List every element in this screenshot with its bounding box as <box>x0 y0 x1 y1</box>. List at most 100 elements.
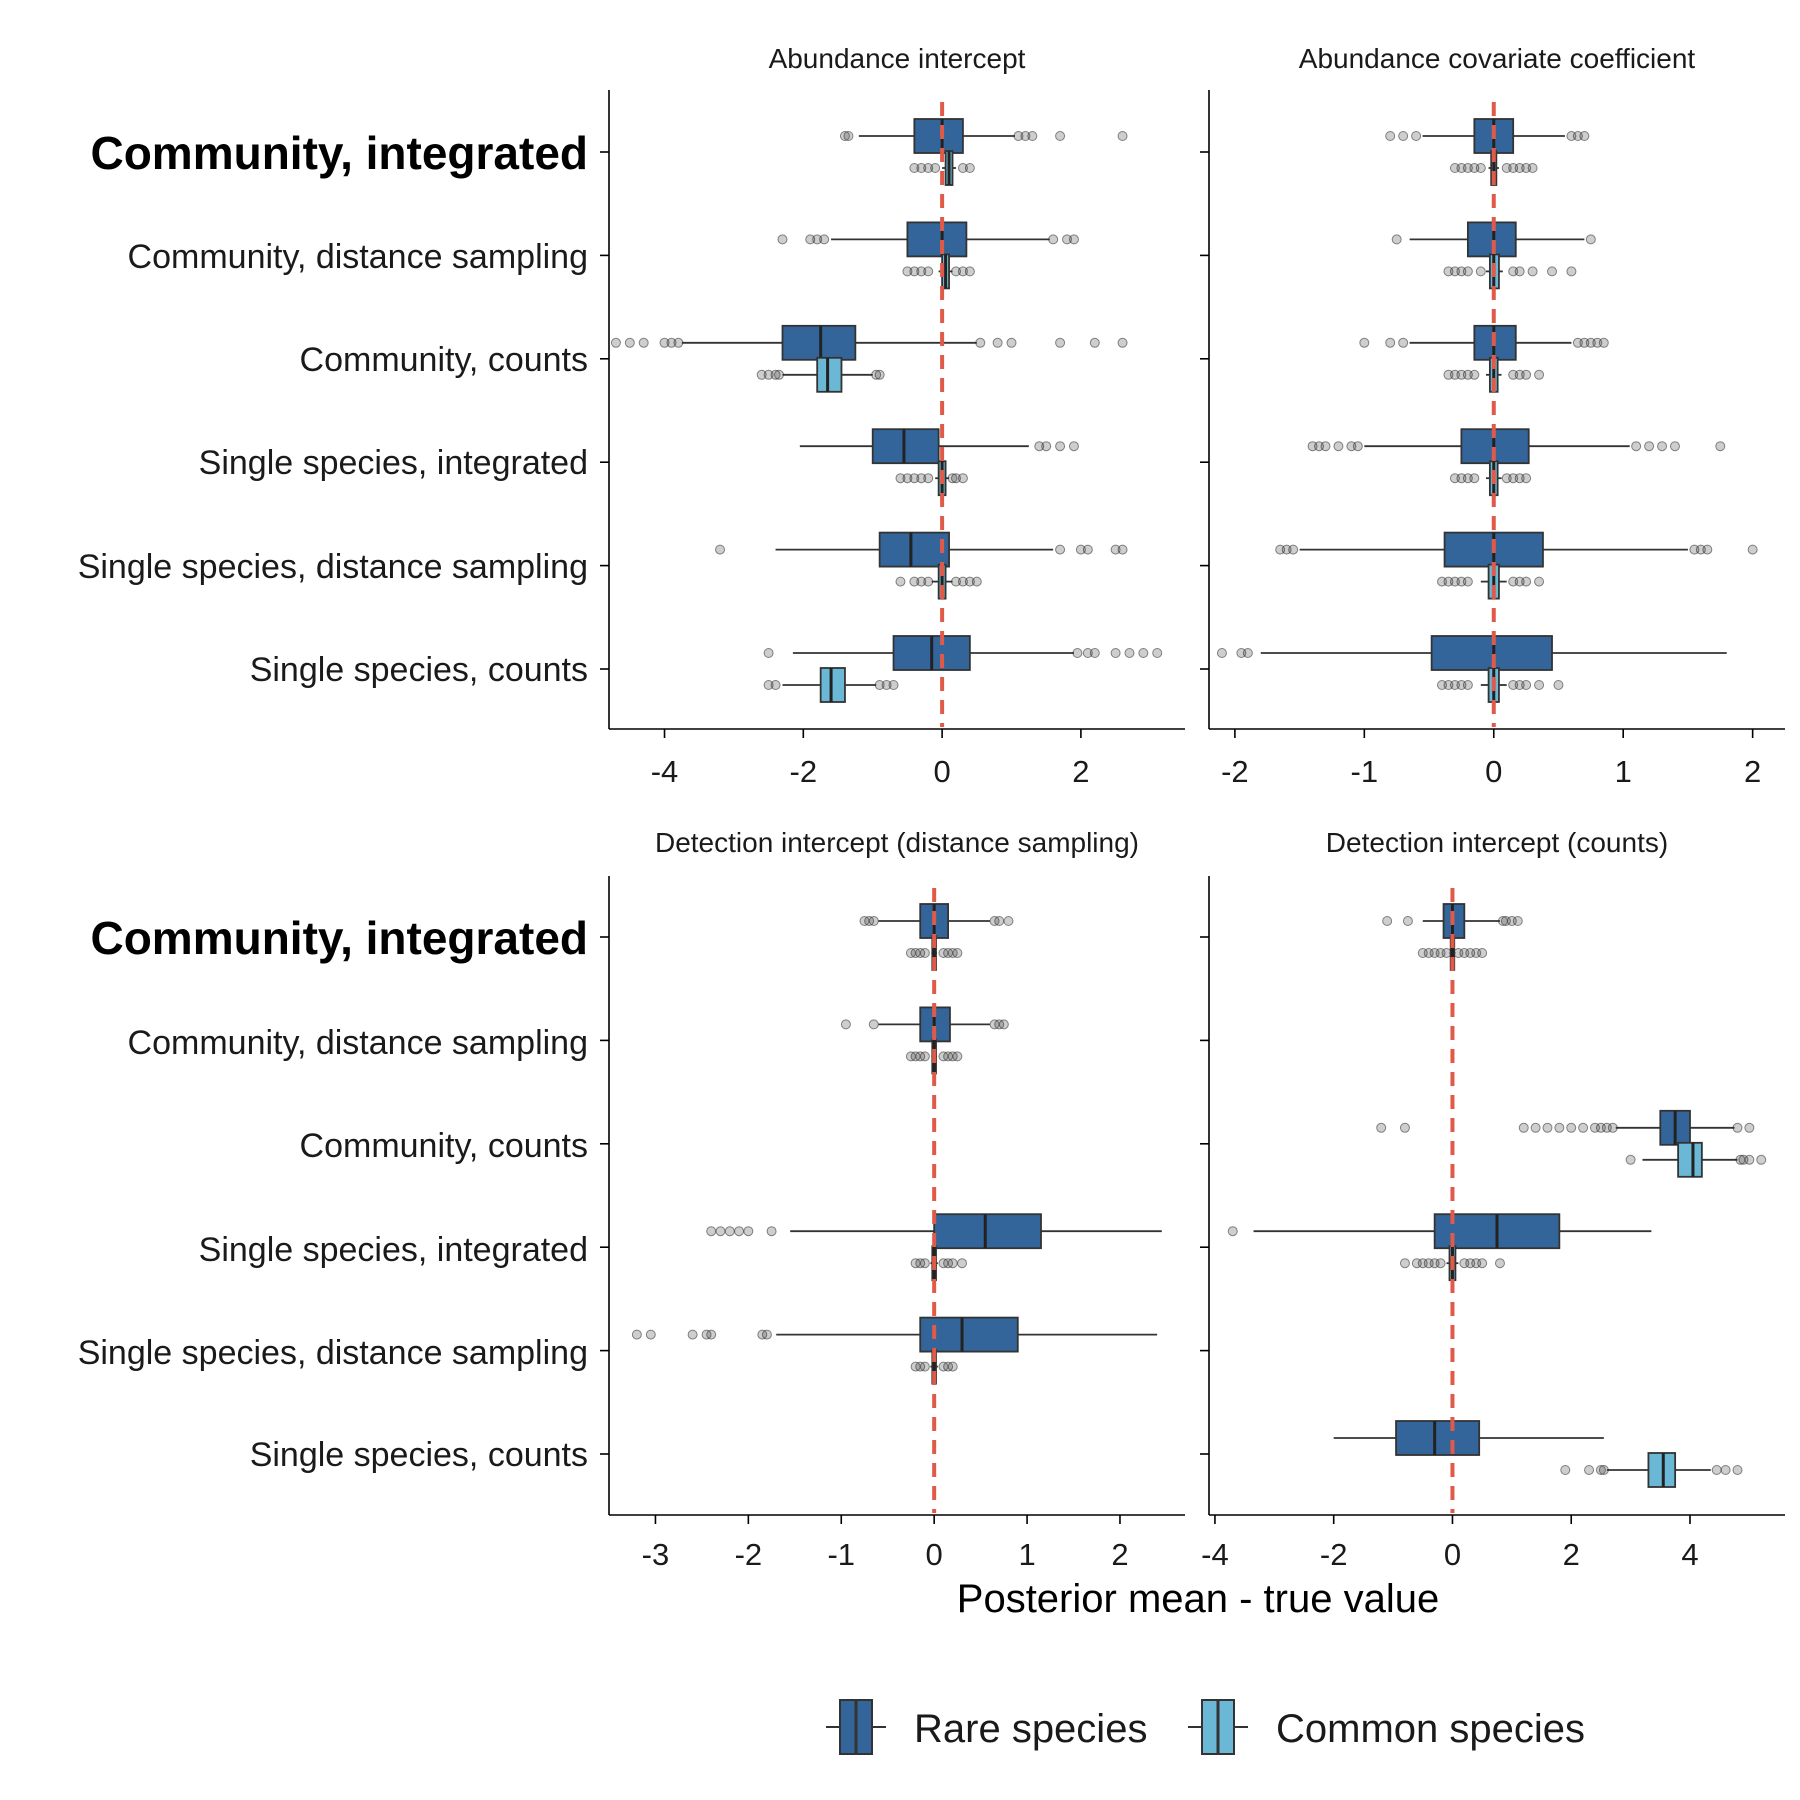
rare-outlier <box>840 1019 851 1030</box>
common-outlier <box>756 369 767 380</box>
rare-outlier <box>1669 441 1680 452</box>
common-box <box>819 667 846 703</box>
common-outlier <box>947 473 958 484</box>
rare-outlier <box>1082 648 1093 658</box>
common-outlier <box>1521 473 1532 484</box>
rare-outlier <box>1216 648 1227 658</box>
common-outlier <box>871 369 882 380</box>
common-outlier <box>1595 1465 1606 1475</box>
rare-outlier <box>1320 441 1331 452</box>
common-outlier <box>930 163 941 173</box>
row-label-single-species-distance-sampling: Single species, distance sampling <box>78 1334 588 1372</box>
rare-outlier <box>1359 337 1370 348</box>
row-labels-top: Community, integrated Community, distanc… <box>78 127 588 689</box>
rare-outlier <box>1732 1122 1743 1133</box>
rare-outlier <box>706 1329 717 1340</box>
common-outlier <box>919 1361 930 1372</box>
legend-label-rare: Rare species <box>914 1707 1147 1751</box>
common-outlier <box>1435 1258 1446 1269</box>
rare-outlier <box>1242 648 1253 658</box>
panel-title: Abundance intercept <box>769 43 1026 74</box>
x-tick-label: 2 <box>1072 754 1089 789</box>
rare-box-group <box>763 635 1163 671</box>
rare-outlier <box>1598 337 1609 348</box>
common-outlier <box>971 576 982 587</box>
rare-outlier <box>1117 544 1128 555</box>
rare-outlier <box>1585 234 1596 245</box>
common-outlier <box>1527 266 1538 277</box>
rare-outlier <box>1089 648 1100 658</box>
common-outlier <box>1399 1258 1410 1269</box>
rare-outlier <box>1110 544 1121 555</box>
rare-box <box>919 1316 1019 1353</box>
rare-outlier <box>1385 337 1396 348</box>
rare-outlier <box>1398 131 1409 141</box>
rare-outlier <box>1288 544 1299 555</box>
common-outlier <box>888 680 899 690</box>
rare-outlier <box>1048 234 1059 245</box>
rare-box-group <box>610 324 1128 361</box>
rare-outlier <box>1385 131 1396 141</box>
row-label-single-species-distance-sampling: Single species, distance sampling <box>78 548 588 586</box>
common-box-group <box>895 563 982 600</box>
x-tick-label: -2 <box>735 1537 763 1572</box>
common-box-group <box>895 460 968 497</box>
common-outlier <box>1521 369 1532 380</box>
rare-outlier <box>1702 544 1713 555</box>
rare-box-group <box>1385 118 1590 154</box>
rare-outlier <box>673 337 684 348</box>
rare-outlier <box>812 234 823 245</box>
common-box-group <box>909 150 975 186</box>
common-outlier <box>916 266 927 277</box>
row-labels-bottom: Community, integrated Community, distanc… <box>78 912 588 1474</box>
rare-outlier <box>1082 544 1093 555</box>
rare-outlier <box>638 337 649 348</box>
common-outlier <box>1475 266 1486 277</box>
rare-box <box>913 118 964 154</box>
rare-outlier <box>1055 441 1066 452</box>
row-label-community-distance-sampling: Community, distance sampling <box>128 1024 588 1062</box>
rare-outlier <box>761 1329 772 1340</box>
common-outlier <box>957 576 968 587</box>
panel-2: Abundance covariate coefficient -2 -1 0 1 2 <box>1200 43 1785 789</box>
common-outlier <box>902 473 913 484</box>
rare-outlier <box>766 1226 777 1237</box>
common-outlier <box>964 266 975 277</box>
common-outlier <box>1584 1465 1595 1475</box>
rare-outlier <box>706 1226 717 1237</box>
common-outlier <box>1598 1465 1609 1475</box>
rare-outlier <box>1333 441 1344 452</box>
rare-outlier <box>868 916 879 926</box>
common-outlier <box>919 948 930 958</box>
common-outlier <box>1625 1154 1636 1165</box>
x-axis-title: Posterior mean - true value <box>957 1577 1439 1621</box>
rare-box-group <box>715 531 1128 568</box>
common-box <box>1677 1141 1703 1178</box>
rare-box-group <box>777 221 1079 258</box>
common-outlier <box>923 473 934 484</box>
common-box-group <box>1443 253 1577 290</box>
common-outlier <box>1494 1258 1505 1269</box>
common-outlier <box>950 266 961 277</box>
common-outlier <box>957 1258 968 1269</box>
x-tick-label: 2 <box>1744 754 1761 789</box>
rare-outlier <box>1034 441 1045 452</box>
rare-box <box>1395 1420 1481 1456</box>
x-tick-label: -2 <box>1320 1537 1348 1572</box>
panel-title: Detection intercept (distance sampling) <box>655 827 1139 858</box>
rare-box-group <box>859 903 1014 939</box>
common-outlier <box>1469 369 1480 380</box>
rare-outlier <box>1657 441 1668 452</box>
x-tick-label: -1 <box>827 1537 855 1572</box>
row-label-community-counts: Community, counts <box>300 1127 588 1165</box>
rare-outlier <box>1391 234 1402 245</box>
common-outlier <box>1560 1465 1571 1475</box>
common-outlier <box>957 266 968 277</box>
common-outlier <box>881 680 892 690</box>
rare-outlier <box>1041 441 1052 452</box>
x-tick-label: 0 <box>1444 1537 1461 1572</box>
rare-outlier <box>1402 916 1413 926</box>
common-outlier <box>1732 1465 1743 1475</box>
rare-outlier <box>1110 648 1121 658</box>
common-outlier <box>1534 369 1545 380</box>
